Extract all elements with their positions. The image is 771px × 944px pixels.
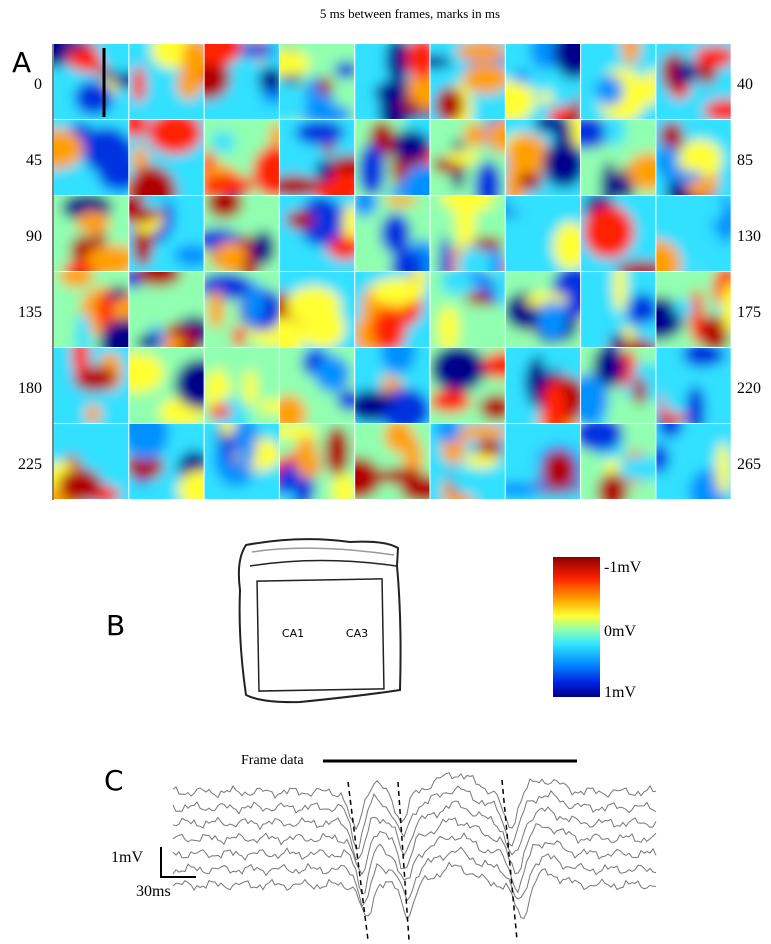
frame (430, 120, 505, 195)
frame (129, 424, 204, 499)
frame (129, 348, 204, 423)
trace (172, 846, 657, 908)
bar-label: Frame data (241, 753, 304, 768)
trace (172, 800, 657, 861)
row-label: 0 (34, 76, 42, 93)
frame (656, 424, 731, 499)
frame (54, 196, 129, 271)
frame (204, 424, 279, 499)
frame (430, 348, 505, 423)
scale-label: 1mV (111, 849, 143, 866)
row-label: 40 (737, 76, 753, 93)
frame (204, 120, 279, 195)
region-label: CA1 (282, 627, 304, 640)
row-label: 265 (737, 456, 761, 473)
trace (172, 832, 657, 895)
frame (581, 120, 656, 195)
frame (505, 44, 581, 119)
frame (430, 272, 505, 347)
row-label: 130 (737, 228, 761, 245)
scale-label: 30ms (136, 883, 171, 900)
frame (279, 272, 355, 347)
colorbar-label: -1mV (604, 559, 642, 576)
frame (656, 272, 731, 347)
row-label: 220 (737, 380, 761, 397)
frame (581, 44, 656, 119)
frame (430, 196, 505, 271)
figure-title: 5 ms between frames, marks in ms (320, 6, 500, 21)
frame (656, 120, 731, 195)
frame (505, 348, 581, 423)
row-label: 180 (18, 380, 42, 397)
colorbar-label: 1mV (604, 684, 636, 701)
frame (430, 44, 505, 119)
trace (172, 785, 657, 849)
frame (129, 272, 204, 347)
scale-bar (160, 847, 196, 878)
frame (279, 120, 355, 195)
colorbar-label: 0mV (604, 623, 636, 640)
frame (355, 196, 430, 271)
frame (656, 44, 731, 119)
frame-grid (54, 44, 731, 499)
frame (355, 272, 430, 347)
frame (54, 348, 129, 423)
row-label: 85 (737, 152, 753, 169)
trace (172, 817, 657, 875)
row-label: 90 (26, 228, 42, 245)
row-label: 175 (737, 304, 761, 321)
row-label: 225 (18, 456, 42, 473)
frame (581, 348, 656, 423)
frame (656, 348, 731, 423)
frame (505, 272, 581, 347)
frame (355, 44, 430, 119)
frame (279, 348, 355, 423)
frame (355, 348, 430, 423)
frame (279, 44, 355, 119)
region-label: CA3 (346, 627, 368, 640)
frame (279, 424, 355, 499)
frame (355, 424, 430, 499)
trace (172, 861, 657, 921)
frame (54, 44, 129, 119)
frame (505, 120, 581, 195)
frame (505, 196, 581, 271)
frame (204, 44, 279, 119)
traces (172, 772, 657, 921)
frame (581, 272, 656, 347)
frame (505, 424, 581, 499)
frame (54, 120, 129, 195)
frame (581, 196, 656, 271)
frame (54, 424, 129, 499)
frame (204, 272, 279, 347)
frame (54, 272, 129, 347)
frame (129, 196, 204, 271)
frame (279, 196, 355, 271)
frame (581, 424, 656, 499)
row-label: 135 (18, 304, 42, 321)
frame (204, 348, 279, 423)
frame (129, 44, 204, 119)
frame (204, 196, 279, 271)
row-label: 45 (26, 152, 42, 169)
panel-label: A (12, 46, 31, 79)
frame (129, 120, 204, 195)
frame (355, 120, 430, 195)
frame (430, 424, 505, 499)
slice-sketch (237, 538, 402, 704)
colorbar (553, 557, 600, 697)
panel-label: B (106, 609, 125, 642)
trace (172, 772, 657, 831)
frame (656, 196, 731, 271)
panel-label: C (104, 764, 124, 797)
